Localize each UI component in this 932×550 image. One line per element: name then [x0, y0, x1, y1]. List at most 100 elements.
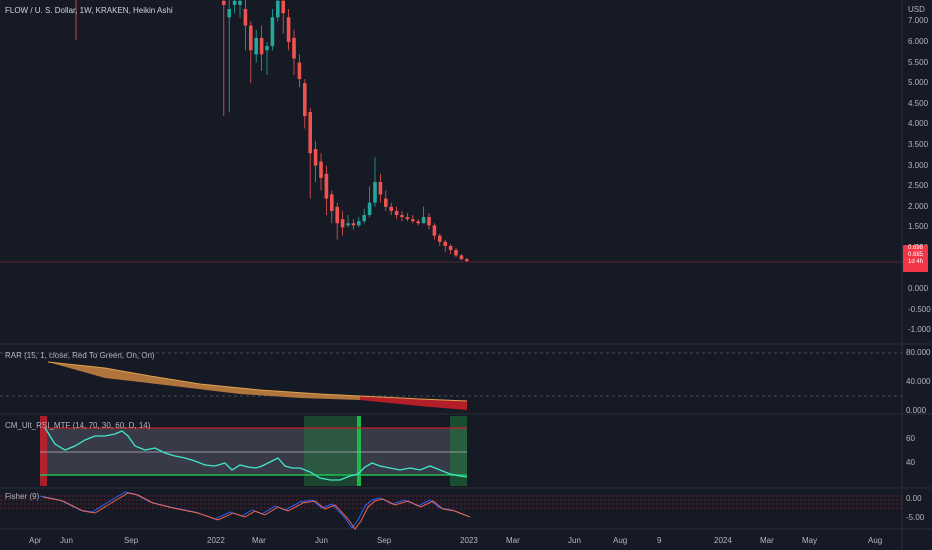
candle-body[interactable] [400, 215, 404, 218]
time-axis-label: May [802, 536, 818, 545]
candle-body[interactable] [384, 198, 388, 207]
candle-body[interactable] [351, 223, 356, 226]
time-axis-label: Mar [252, 536, 266, 545]
candle-body[interactable] [373, 182, 377, 203]
price-scale-label: -0.500 [908, 305, 931, 314]
rar-band-red [360, 396, 467, 410]
candle-body[interactable] [297, 62, 302, 80]
candle-body[interactable] [438, 235, 442, 242]
rsi-scale-60: 60 [906, 434, 915, 443]
candle-body[interactable] [346, 223, 350, 226]
candle-body[interactable] [265, 46, 269, 51]
candle-body[interactable] [313, 149, 318, 166]
last-price-tag: 0.698 0.685 1d 4h [903, 245, 928, 272]
candle-body[interactable] [324, 173, 329, 199]
price-scale-label: 2.000 [908, 201, 929, 211]
time-axis-label: Mar [506, 536, 520, 545]
rsi-scale-40: 40 [906, 458, 915, 467]
candle-body[interactable] [357, 221, 361, 226]
time-axis-label: 2024 [714, 536, 732, 545]
last-price-countdown: 1d 4h [907, 259, 923, 265]
rar-indicator-title[interactable]: RAR (15, 1, close, Red To Green, On, On) [5, 351, 155, 360]
time-axis-label: 9 [657, 536, 662, 545]
fisher-signal-line [39, 491, 468, 529]
time-axis-label: Jun [60, 536, 73, 545]
rar-scale-0: 0.000 [906, 406, 927, 415]
time-axis-label: 2022 [207, 536, 225, 545]
price-scale-label: 3.000 [908, 160, 929, 170]
price-scale-label: 5.500 [908, 57, 929, 67]
candle-body[interactable] [340, 219, 345, 228]
candle-body[interactable] [416, 221, 420, 224]
time-axis-label: Sep [124, 536, 139, 545]
time-axis-label: Jun [315, 536, 328, 545]
time-axis-label: Apr [29, 536, 42, 545]
fisher-indicator-title[interactable]: Fisher (9) [5, 492, 40, 501]
candle-body[interactable] [421, 217, 426, 224]
candle-body[interactable] [238, 0, 242, 5]
candle-body[interactable] [443, 241, 447, 246]
candle-body[interactable] [232, 0, 237, 5]
candle-body[interactable] [330, 194, 334, 211]
price-scale-label: 5.000 [908, 78, 929, 88]
time-axis-label: 2023 [460, 536, 478, 545]
candle-body[interactable] [394, 210, 399, 216]
price-scale-label: 2.500 [908, 181, 929, 191]
candle-body[interactable] [243, 9, 248, 26]
candle-body[interactable] [335, 206, 339, 224]
rar-line [47, 361, 468, 402]
last-price-line1: 0.698 [907, 245, 923, 251]
time-axis-label: Mar [760, 536, 774, 545]
candle-body[interactable] [454, 250, 458, 256]
candle-body[interactable] [427, 217, 431, 226]
candle-body[interactable] [259, 37, 264, 55]
candle-body[interactable] [432, 225, 437, 236]
price-scale-label: 3.500 [908, 140, 929, 149]
fisher-scale-neg5: -5.00 [906, 513, 925, 522]
candle-body[interactable] [367, 202, 372, 216]
candle-body[interactable] [465, 259, 469, 261]
rsi-marker-green [357, 416, 361, 486]
candle-body[interactable] [286, 17, 291, 42]
rsi-line [44, 427, 468, 481]
candle-body[interactable] [222, 0, 226, 5]
symbol-title[interactable]: FLOW / U. S. Dollar, 1W, KRAKEN, Heikin … [5, 6, 173, 15]
candle-body[interactable] [276, 0, 280, 18]
price-scale-label: 0.000 [908, 284, 929, 293]
price-scale-label: 7.000 [908, 16, 929, 25]
time-axis-label: Aug [868, 536, 883, 545]
time-axis-label: Sep [377, 536, 392, 545]
candle-body[interactable] [405, 217, 410, 220]
candle-body[interactable] [281, 0, 285, 14]
candle-body[interactable] [292, 37, 296, 59]
rar-band-orange [48, 362, 360, 400]
candle-body[interactable] [303, 83, 307, 117]
candle-body[interactable] [378, 182, 383, 195]
rar-scale-80: 80.000 [906, 348, 931, 357]
candle-body[interactable] [448, 245, 453, 251]
currency-label: USD [908, 5, 925, 14]
rar-scale-40: 40.000 [906, 377, 931, 386]
rsi-indicator-title[interactable]: CM_Ult_RSI_MTF (14, 70, 30, 60, D, 14) [5, 421, 151, 430]
fisher-line [42, 492, 471, 530]
candle-body[interactable] [459, 255, 464, 260]
candle-body[interactable] [270, 17, 275, 47]
candle-body[interactable] [411, 219, 415, 222]
time-axis-label: Aug [613, 536, 628, 545]
candle-body[interactable] [249, 25, 253, 51]
price-scale-label: 4.000 [908, 119, 929, 129]
price-scale-label: 4.500 [908, 98, 929, 108]
candle-body[interactable] [319, 161, 323, 178]
time-axis-label: Jun [568, 536, 581, 545]
candle-body[interactable] [227, 9, 231, 18]
rsi-highlight-zone [450, 416, 467, 486]
fisher-scale-0: 0.00 [906, 494, 922, 503]
price-scale-label: 6.000 [908, 37, 929, 46]
price-scale-label: -1.000 [908, 325, 931, 334]
candle-body[interactable] [362, 215, 366, 222]
candle-body[interactable] [308, 112, 312, 154]
candle-body[interactable] [389, 206, 393, 211]
candle-body[interactable] [254, 37, 258, 55]
